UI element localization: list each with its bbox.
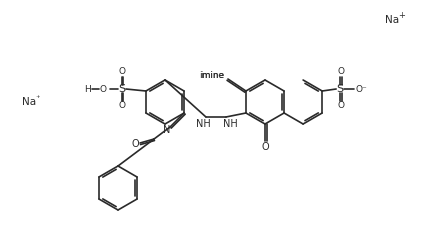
Text: NH: NH: [196, 119, 210, 129]
Text: S: S: [337, 84, 344, 94]
Text: O: O: [337, 68, 345, 76]
Text: S: S: [119, 84, 125, 94]
Text: O: O: [99, 84, 106, 94]
Text: O: O: [261, 142, 269, 152]
Text: O: O: [337, 102, 345, 110]
Text: O: O: [131, 139, 139, 149]
Text: ⁺: ⁺: [35, 94, 40, 102]
Text: O⁻: O⁻: [355, 84, 367, 94]
Text: Na: Na: [22, 97, 36, 107]
Text: N: N: [163, 125, 171, 135]
Text: O: O: [119, 102, 125, 110]
Text: NH: NH: [223, 119, 237, 129]
Text: Na: Na: [385, 15, 399, 25]
Text: imine: imine: [199, 72, 225, 80]
Text: H: H: [85, 84, 91, 94]
Text: imine: imine: [200, 70, 224, 80]
Text: O: O: [119, 68, 125, 76]
Text: +: +: [398, 12, 405, 20]
